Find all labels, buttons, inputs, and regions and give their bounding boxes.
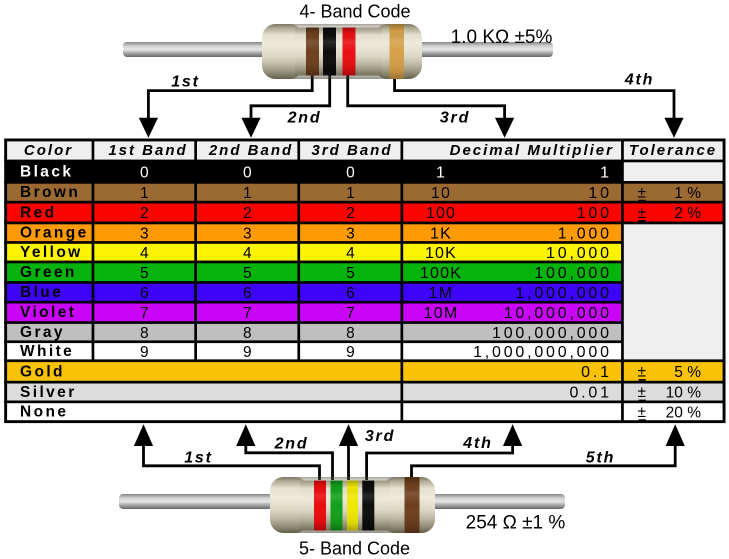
svg-text:9: 9	[243, 344, 252, 361]
svg-text:2: 2	[346, 205, 355, 222]
svg-text:10M: 10M	[424, 305, 459, 322]
svg-text:7: 7	[346, 305, 355, 322]
svg-text:5: 5	[346, 265, 355, 282]
svg-text:10,000: 10,000	[546, 245, 612, 262]
svg-text:1: 1	[346, 185, 355, 202]
svg-text:2 %: 2 %	[674, 205, 701, 222]
svg-text:Orange: Orange	[20, 224, 89, 241]
svg-text:0.1: 0.1	[581, 364, 612, 381]
svg-text:6: 6	[243, 285, 252, 302]
svg-text:5- Band Code: 5- Band Code	[299, 539, 410, 559]
svg-text:4- Band Code: 4- Band Code	[299, 1, 410, 21]
svg-text:Brown: Brown	[20, 184, 80, 201]
svg-text:1: 1	[140, 185, 149, 202]
svg-text:±: ±	[638, 364, 647, 381]
svg-text:7: 7	[243, 305, 252, 322]
svg-text:Silver: Silver	[20, 384, 77, 401]
svg-text:9: 9	[140, 344, 149, 361]
svg-text:5: 5	[140, 265, 149, 282]
svg-text:2: 2	[243, 205, 252, 222]
svg-text:10: 10	[431, 185, 451, 202]
svg-text:1,000,000: 1,000,000	[515, 285, 611, 302]
svg-text:2nd Band: 2nd Band	[208, 142, 293, 159]
svg-text:100,000,000: 100,000,000	[492, 325, 612, 342]
svg-text:10K: 10K	[425, 245, 457, 262]
svg-text:2: 2	[140, 205, 149, 222]
svg-text:5 %: 5 %	[674, 364, 701, 381]
svg-text:9: 9	[346, 344, 355, 361]
svg-text:0: 0	[346, 164, 355, 181]
svg-text:1.0 KΩ ±5%: 1.0 KΩ ±5%	[451, 27, 553, 48]
svg-text:Yellow: Yellow	[20, 244, 83, 261]
svg-text:White: White	[20, 343, 74, 360]
svg-text:8: 8	[243, 325, 252, 342]
svg-text:Violet: Violet	[20, 304, 76, 321]
svg-text:8: 8	[346, 325, 355, 342]
svg-text:6: 6	[346, 285, 355, 302]
svg-text:1,000: 1,000	[558, 225, 612, 242]
svg-text:Color: Color	[24, 142, 73, 159]
svg-text:5th: 5th	[586, 449, 615, 466]
svg-text:±: ±	[638, 205, 647, 222]
svg-text:1st Band: 1st Band	[108, 142, 187, 159]
svg-text:Black: Black	[20, 163, 73, 180]
svg-text:7: 7	[140, 305, 149, 322]
svg-text:±: ±	[638, 184, 647, 201]
svg-text:100: 100	[426, 205, 456, 222]
svg-text:1st: 1st	[184, 449, 213, 466]
svg-text:3rd Band: 3rd Band	[311, 142, 392, 159]
svg-text:5: 5	[243, 265, 252, 282]
svg-text:1 %: 1 %	[674, 185, 701, 202]
svg-text:None: None	[20, 404, 68, 421]
svg-text:20 %: 20 %	[666, 404, 702, 421]
svg-text:Green: Green	[20, 264, 77, 281]
svg-text:3rd: 3rd	[365, 428, 395, 445]
svg-text:Tolerance: Tolerance	[629, 142, 717, 159]
svg-text:10: 10	[588, 185, 611, 202]
svg-text:Gray: Gray	[20, 324, 65, 341]
svg-text:100K: 100K	[420, 265, 462, 282]
svg-text:254 Ω ±1 %: 254 Ω ±1 %	[466, 513, 566, 534]
svg-text:4: 4	[243, 245, 252, 262]
svg-text:100,000: 100,000	[534, 265, 611, 282]
svg-text:1M: 1M	[429, 285, 454, 302]
svg-text:2nd: 2nd	[287, 109, 322, 126]
svg-text:1: 1	[436, 164, 446, 181]
svg-text:0.01: 0.01	[569, 385, 611, 402]
svg-text:4th: 4th	[624, 72, 654, 89]
svg-text:Red: Red	[20, 204, 56, 221]
svg-text:1: 1	[600, 164, 612, 181]
svg-text:3rd: 3rd	[440, 109, 470, 126]
svg-text:1,000,000,000: 1,000,000,000	[473, 344, 612, 361]
svg-text:0: 0	[243, 164, 252, 181]
svg-text:10 %: 10 %	[666, 385, 702, 402]
svg-text:Gold: Gold	[20, 363, 65, 380]
svg-text:100: 100	[577, 205, 612, 222]
svg-text:3: 3	[140, 225, 149, 242]
svg-text:3: 3	[243, 225, 252, 242]
svg-text:6: 6	[140, 285, 149, 302]
svg-text:±: ±	[638, 384, 647, 401]
svg-text:2nd: 2nd	[274, 436, 309, 453]
svg-text:1st: 1st	[171, 74, 200, 91]
svg-text:±: ±	[638, 404, 647, 421]
svg-text:10,000,000: 10,000,000	[504, 305, 612, 322]
svg-text:1: 1	[243, 185, 252, 202]
svg-text:4th: 4th	[462, 435, 492, 452]
svg-text:Blue: Blue	[20, 284, 63, 301]
svg-text:4: 4	[346, 245, 355, 262]
svg-text:1K: 1K	[430, 225, 452, 242]
svg-text:0: 0	[140, 164, 149, 181]
svg-text:4: 4	[140, 245, 149, 262]
svg-text:Decimal Multiplier: Decimal Multiplier	[450, 142, 614, 159]
svg-text:3: 3	[346, 225, 355, 242]
svg-text:8: 8	[140, 325, 149, 342]
